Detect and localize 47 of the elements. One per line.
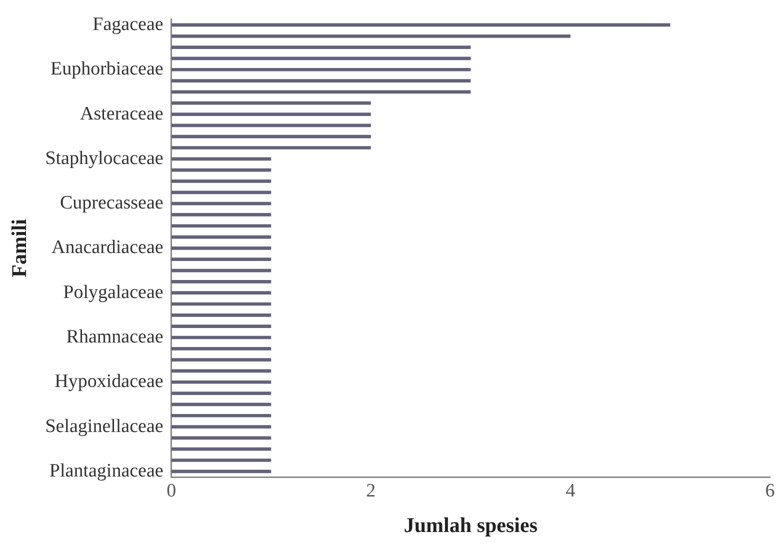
bar <box>171 447 272 451</box>
bar <box>171 224 272 228</box>
y-tick-label: Staphylocaceae <box>45 148 164 169</box>
bar <box>171 157 272 161</box>
bar <box>171 134 371 138</box>
bar <box>171 213 272 216</box>
y-tick-label: Asteraceae <box>80 103 164 124</box>
bar <box>171 180 272 183</box>
x-tick-label: 0 <box>166 480 176 502</box>
y-tick-label: Plantaginaceae <box>49 460 164 482</box>
bar <box>171 246 272 250</box>
y-tick-label: Fagaceae <box>92 14 164 35</box>
y-tick-label: Anacardiaceae <box>52 237 164 258</box>
bar <box>171 146 371 150</box>
bar <box>171 346 272 350</box>
bar <box>171 358 272 362</box>
bar <box>171 470 272 474</box>
bar <box>171 291 272 295</box>
y-tick-label: Selaginellaceae <box>45 416 164 437</box>
bar <box>171 23 670 27</box>
bar <box>171 458 272 462</box>
bar <box>171 313 272 317</box>
y-axis-title: Famili <box>7 218 32 278</box>
bar <box>171 101 371 105</box>
bar <box>171 324 272 328</box>
bar <box>171 68 471 72</box>
bar <box>171 34 570 38</box>
x-tick-label: 2 <box>366 480 376 502</box>
y-tick-label: Hypoxidaceae <box>54 371 164 392</box>
bar <box>171 380 272 384</box>
bar <box>171 46 471 49</box>
bar <box>171 79 471 82</box>
bar <box>171 414 272 418</box>
y-tick-label: Polygalaceae <box>63 282 164 303</box>
bar <box>171 112 371 116</box>
y-tick-label: Euphorbiaceae <box>50 58 164 80</box>
x-tick-label: 4 <box>566 480 576 502</box>
x-tick-label: 6 <box>765 480 775 502</box>
y-tick-label: Rhamnaceae <box>66 326 164 348</box>
x-axis-title: Jumlah spesies <box>404 512 538 537</box>
y-tick-label: Cuprecasseae <box>60 192 164 214</box>
bar <box>171 124 371 128</box>
bar <box>171 425 272 428</box>
bar <box>171 392 272 395</box>
bar <box>171 258 272 262</box>
bar <box>171 280 272 284</box>
bar <box>171 190 272 194</box>
